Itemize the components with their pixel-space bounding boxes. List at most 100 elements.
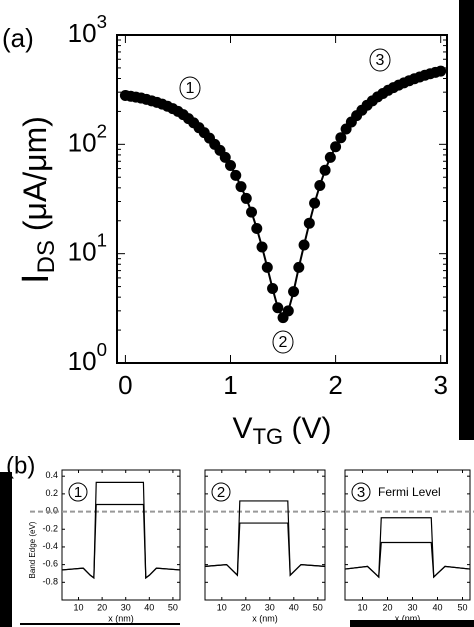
y-tick-label: 100	[68, 339, 107, 376]
data-point	[324, 151, 336, 163]
annotation-circle	[272, 330, 294, 354]
y-label-main: I	[15, 273, 57, 284]
x-tick-label: 50	[168, 602, 178, 612]
y-tick-label: -0.6	[42, 559, 58, 569]
x-tick-label: 50	[313, 602, 323, 612]
y-tick-exponent: 0	[97, 339, 107, 360]
data-point	[272, 302, 284, 314]
y-tick-label: -0.4	[42, 541, 58, 551]
plot-frame	[116, 34, 448, 364]
badge: 2	[217, 484, 225, 501]
x-label-rest: (V)	[283, 412, 331, 445]
badge: 3	[357, 484, 365, 501]
data-point	[230, 169, 242, 181]
badge-circle	[351, 482, 371, 502]
edge-bar	[0, 472, 12, 627]
data-point	[288, 286, 300, 298]
data-point	[256, 241, 268, 253]
y-tick-base: 10	[68, 237, 97, 267]
y-tick-label: 103	[68, 11, 107, 48]
annotation-circle	[179, 76, 201, 100]
y-tick-label: 0.0	[45, 506, 58, 516]
y-tick-base: -0.8	[42, 577, 58, 587]
data-point	[267, 283, 279, 295]
x-tick-label: 50	[457, 602, 467, 612]
plot-frame	[61, 469, 181, 601]
y-tick-base: 0.2	[45, 488, 58, 498]
data-point	[335, 132, 347, 144]
data-point	[314, 180, 326, 192]
data-point	[235, 181, 247, 193]
x-label-sub: TG	[253, 424, 284, 449]
y-tick-exponent: 3	[97, 11, 107, 32]
badge-circle	[211, 482, 231, 502]
y-axis-label: Band Edge (eV)	[28, 521, 37, 578]
data-point	[293, 261, 305, 273]
plot-frame	[204, 469, 326, 601]
y-tick-base: 10	[68, 18, 97, 48]
data-point	[219, 151, 231, 163]
x-label-main: V	[233, 412, 253, 445]
data-point	[435, 65, 447, 77]
y-tick-label: -0.2	[42, 524, 58, 534]
x-tick-label: 3	[433, 370, 447, 400]
data-point	[319, 164, 331, 176]
x-tick-label: 30	[121, 602, 131, 612]
x-tick-label: 20	[97, 602, 107, 612]
y-label-sub: DS	[33, 240, 60, 273]
y-tick-base: 0.0	[45, 506, 58, 516]
y-tick-base: 10	[68, 127, 97, 157]
data-point	[251, 222, 263, 234]
x-axis-label: x (nm)	[108, 613, 134, 623]
data-point	[240, 192, 252, 204]
badge-circle	[68, 482, 88, 502]
data-point	[330, 141, 342, 153]
y-tick-base: 10	[68, 346, 97, 376]
x-tick-label: 40	[289, 602, 299, 612]
badge: 1	[74, 484, 82, 501]
data-point	[298, 239, 310, 251]
y-tick-label: 102	[68, 120, 107, 157]
x-tick-label: 30	[265, 602, 275, 612]
x-tick-label: 20	[241, 602, 251, 612]
annotation: 3	[376, 52, 385, 69]
x-tick-label: 10	[74, 602, 84, 612]
data-point	[246, 206, 258, 218]
y-tick-base: 0.4	[45, 471, 58, 481]
x-tick-label: 1	[223, 370, 237, 400]
data-line	[204, 522, 326, 577]
x-axis-label: x (nm)	[252, 613, 278, 623]
x-tick-label: 40	[432, 602, 442, 612]
panel-label: (b)	[6, 452, 35, 479]
y-tick-base: -0.6	[42, 559, 58, 569]
annotation-circle	[369, 48, 391, 72]
data-line	[344, 517, 471, 579]
data-point	[303, 217, 315, 229]
data-point	[225, 160, 237, 172]
x-tick-label: 10	[217, 602, 227, 612]
x-axis-label: x (nm)	[395, 613, 421, 623]
plot-frame	[344, 469, 471, 601]
y-axis-label: IDS (μA/μm)	[15, 116, 60, 284]
data-line	[344, 541, 471, 579]
x-tick-label: 20	[382, 602, 392, 612]
data-point	[282, 305, 294, 317]
x-tick-label: 10	[357, 602, 367, 612]
x-tick-label: 0	[118, 370, 132, 400]
x-axis-label: VTG (V)	[233, 412, 332, 449]
y-tick-label: 101	[68, 230, 107, 267]
edge-bar	[350, 620, 474, 627]
y-tick-label: 0.4	[45, 471, 58, 481]
y-tick-exponent: 1	[97, 230, 107, 251]
y-tick-label: -0.8	[42, 577, 58, 587]
y-tick-base: -0.4	[42, 541, 58, 551]
y-tick-label: 0.2	[45, 488, 58, 498]
x-tick-label: 30	[407, 602, 417, 612]
annotation: 2	[279, 334, 288, 351]
x-tick-label: 2	[328, 370, 342, 400]
y-tick-exponent: 2	[97, 120, 107, 141]
annotation: 1	[186, 80, 195, 97]
data-point	[309, 197, 321, 209]
edge-bar	[20, 623, 180, 625]
